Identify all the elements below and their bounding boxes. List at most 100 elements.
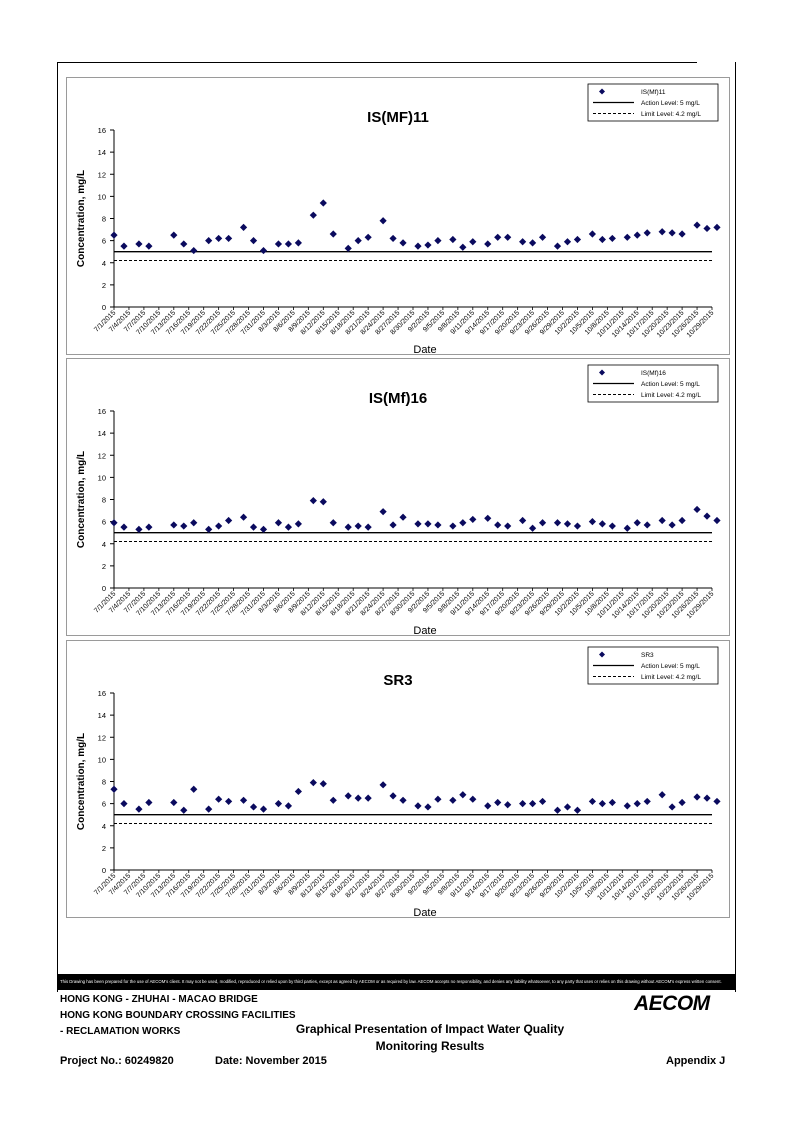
data-point — [215, 234, 223, 243]
legend-label-series: SR3 — [641, 652, 654, 659]
data-point — [623, 233, 631, 241]
data-point — [608, 234, 616, 243]
y-tick-label: 4 — [102, 540, 106, 549]
data-point — [344, 244, 352, 252]
data-point — [294, 520, 302, 528]
data-point — [249, 237, 258, 245]
data-point — [414, 802, 422, 810]
data-point — [284, 523, 293, 531]
data-point — [294, 787, 302, 796]
y-tick-label: 6 — [102, 237, 106, 246]
data-point — [399, 513, 407, 521]
data-point — [354, 237, 362, 245]
data-point — [354, 522, 362, 530]
data-point — [598, 235, 606, 244]
data-point — [494, 521, 502, 529]
data-point — [713, 516, 721, 525]
data-point — [135, 240, 143, 248]
data-point — [205, 525, 213, 533]
data-point — [284, 802, 293, 810]
data-point — [225, 234, 233, 243]
data-point — [329, 230, 337, 238]
data-point — [399, 239, 407, 247]
data-point — [389, 792, 397, 800]
data-point — [703, 224, 711, 233]
chart-is-mf-11: IS(MF)1102468101214167/1/20157/4/20157/7… — [76, 83, 721, 354]
y-tick-label: 14 — [98, 429, 106, 438]
data-point — [424, 803, 432, 811]
data-point — [145, 523, 153, 531]
y-tick-label: 12 — [98, 733, 106, 742]
chart-title: IS(MF)11 — [367, 109, 429, 126]
data-point — [424, 520, 432, 528]
data-point — [693, 505, 701, 514]
data-point — [643, 229, 651, 237]
data-point — [494, 233, 502, 241]
data-point — [215, 522, 223, 530]
aecom-logo: AECOM — [634, 992, 710, 1015]
appendix-label: Appendix J — [666, 1055, 726, 1067]
data-point — [364, 523, 372, 531]
data-point — [205, 805, 213, 813]
chart-is-mf-16: IS(Mf)1602468101214167/1/20157/4/20157/7… — [76, 364, 721, 635]
y-tick-label: 0 — [102, 584, 106, 593]
legend-label-action: Action Level: 5 mg/L — [641, 100, 700, 107]
y-axis-label: Concentration, mg/L — [76, 733, 87, 830]
chart-sr3: SR302468101214167/1/20157/4/20157/7/2015… — [76, 646, 721, 917]
data-point — [379, 508, 387, 516]
y-tick-label: 4 — [102, 259, 106, 268]
data-point — [519, 800, 527, 808]
footer-project-line-3: - RECLAMATION WORKS — [60, 1026, 181, 1037]
data-point — [239, 223, 248, 231]
data-point — [309, 211, 317, 219]
y-tick-label: 16 — [98, 126, 106, 135]
y-tick-label: 16 — [98, 689, 106, 698]
data-point — [658, 228, 666, 236]
data-point — [364, 794, 372, 802]
y-axis-label: Concentration, mg/L — [76, 451, 87, 548]
data-point — [344, 792, 352, 800]
data-point — [608, 798, 616, 807]
data-point — [309, 779, 317, 787]
data-point — [354, 794, 362, 802]
data-point — [529, 239, 537, 247]
data-point — [623, 524, 631, 532]
data-point — [449, 796, 457, 804]
legend-label-series: IS(Mf)11 — [641, 89, 666, 96]
data-point — [239, 513, 248, 521]
data-point — [693, 221, 701, 229]
data-point — [379, 217, 387, 225]
data-point — [658, 791, 666, 799]
chart-title: SR3 — [383, 672, 412, 689]
data-point — [414, 242, 422, 250]
data-point — [344, 523, 352, 531]
data-point — [563, 520, 572, 528]
y-tick-label: 10 — [98, 192, 106, 201]
data-point — [633, 231, 641, 239]
legend-label-limit: Limit Level: 4.2 mg/L — [641, 392, 701, 399]
y-tick-label: 12 — [98, 451, 106, 460]
y-tick-label: 8 — [102, 496, 106, 505]
data-point — [329, 796, 337, 804]
disclaimer-bar: This Drawing has been prepared for the u… — [57, 974, 736, 990]
legend-label-limit: Limit Level: 4.2 mg/L — [641, 674, 701, 681]
data-point — [225, 797, 233, 806]
data-point — [294, 239, 302, 247]
data-point — [668, 521, 676, 529]
data-point — [434, 237, 442, 245]
y-axis-label: Concentration, mg/L — [76, 170, 87, 267]
data-point — [414, 520, 422, 528]
data-point — [284, 240, 293, 248]
data-point — [434, 795, 442, 803]
y-tick-label: 4 — [102, 822, 106, 831]
data-point — [424, 241, 432, 249]
drawing-title-line-2: Monitoring Results — [375, 1039, 485, 1053]
data-point — [239, 796, 248, 804]
data-point — [678, 798, 686, 807]
data-point — [693, 793, 701, 801]
data-point — [678, 230, 686, 238]
data-point — [205, 237, 213, 245]
data-point — [563, 238, 572, 246]
data-point — [529, 524, 537, 532]
y-tick-label: 0 — [102, 866, 106, 875]
